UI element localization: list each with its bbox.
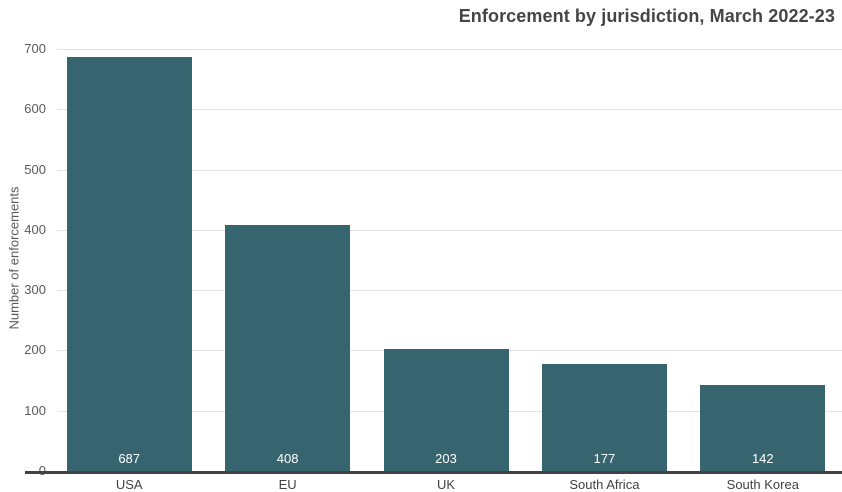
bar-value-label: 142 bbox=[751, 450, 774, 466]
bar-value-label: 203 bbox=[435, 450, 457, 466]
bar-value-label: 177 bbox=[593, 450, 616, 466]
bar-usa: 687 bbox=[66, 56, 192, 471]
gridline-300 bbox=[57, 290, 842, 292]
gridline-400 bbox=[57, 229, 842, 231]
y-tick-label-0: 0 bbox=[0, 463, 46, 479]
bar-value-label: 408 bbox=[276, 450, 299, 466]
y-tick-label-200: 200 bbox=[24, 342, 46, 358]
y-tick-label-300: 300 bbox=[24, 282, 46, 298]
x-category-label-uk: UK bbox=[436, 477, 456, 492]
x-category-label-south-korea: South Korea bbox=[726, 477, 799, 492]
y-tick-label-700: 700 bbox=[24, 41, 46, 56]
gridline-700 bbox=[57, 49, 842, 50]
x-category-label-south-africa: South Africa bbox=[569, 477, 640, 492]
y-tick-label-500: 500 bbox=[24, 161, 46, 177]
x-category-label-usa: USA bbox=[115, 477, 143, 492]
bar-south-africa: 177 bbox=[541, 364, 667, 471]
bar-uk: 203 bbox=[383, 348, 509, 471]
gridline-500 bbox=[57, 169, 842, 171]
x-axis-line bbox=[25, 471, 842, 474]
bar-value-label: 687 bbox=[118, 450, 141, 466]
gridline-600 bbox=[57, 109, 842, 111]
bar-eu: 408 bbox=[225, 225, 351, 471]
y-tick-label-600: 600 bbox=[24, 101, 46, 117]
bar-south-korea: 142 bbox=[700, 385, 826, 471]
y-tick-label-100: 100 bbox=[24, 402, 46, 418]
chart-title: Enforcement by jurisdiction, March 2022-… bbox=[458, 6, 835, 26]
y-axis-title: Number of enforcements bbox=[6, 186, 22, 330]
y-tick-label-400: 400 bbox=[24, 221, 46, 237]
x-category-label-eu: EU bbox=[278, 477, 297, 492]
